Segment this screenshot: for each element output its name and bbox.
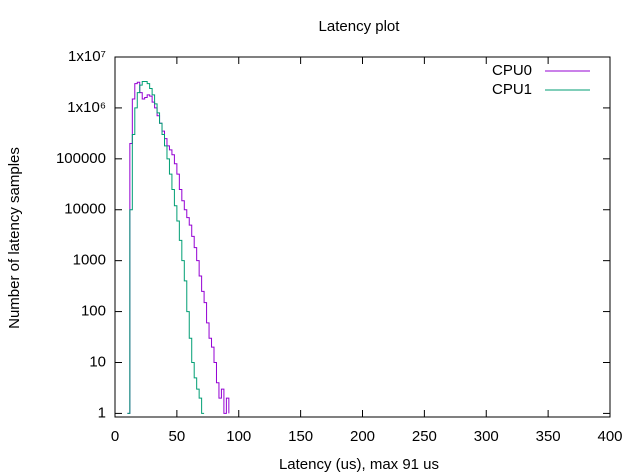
- x-tick-label: 350: [536, 428, 561, 445]
- chart-title: Latency plot: [319, 18, 401, 35]
- x-tick-label: 100: [226, 428, 251, 445]
- y-tick-label: 100: [81, 303, 106, 320]
- y-tick-label: 1x10⁶: [67, 99, 106, 116]
- series-line: [127, 81, 230, 414]
- y-tick-label: 100000: [56, 150, 106, 167]
- x-tick-label: 0: [111, 428, 119, 445]
- y-tick-label: 1: [98, 404, 106, 421]
- x-tick-label: 300: [474, 428, 499, 445]
- y-axis-label: Number of latency samples: [6, 147, 23, 329]
- legend-label: CPU1: [492, 81, 532, 98]
- series-line: [127, 81, 205, 414]
- legend-label: CPU0: [492, 62, 532, 79]
- y-tick-label: 10000: [64, 201, 106, 218]
- x-tick-label: 400: [597, 428, 622, 445]
- x-axis-label: Latency (us), max 91 us: [279, 456, 439, 473]
- x-tick-label: 250: [412, 428, 437, 445]
- x-tick-label: 150: [288, 428, 313, 445]
- x-tick-label: 200: [350, 428, 375, 445]
- x-tick-label: 50: [169, 428, 186, 445]
- plot-border: [114, 56, 611, 418]
- y-tick-label: 10: [89, 353, 106, 370]
- y-tick-label: 1x10⁷: [68, 48, 106, 65]
- y-tick-label: 1000: [73, 252, 106, 269]
